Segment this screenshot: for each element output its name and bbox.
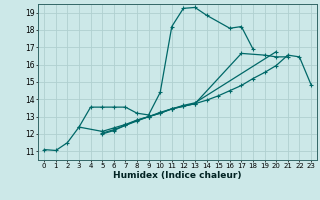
X-axis label: Humidex (Indice chaleur): Humidex (Indice chaleur) <box>113 171 242 180</box>
